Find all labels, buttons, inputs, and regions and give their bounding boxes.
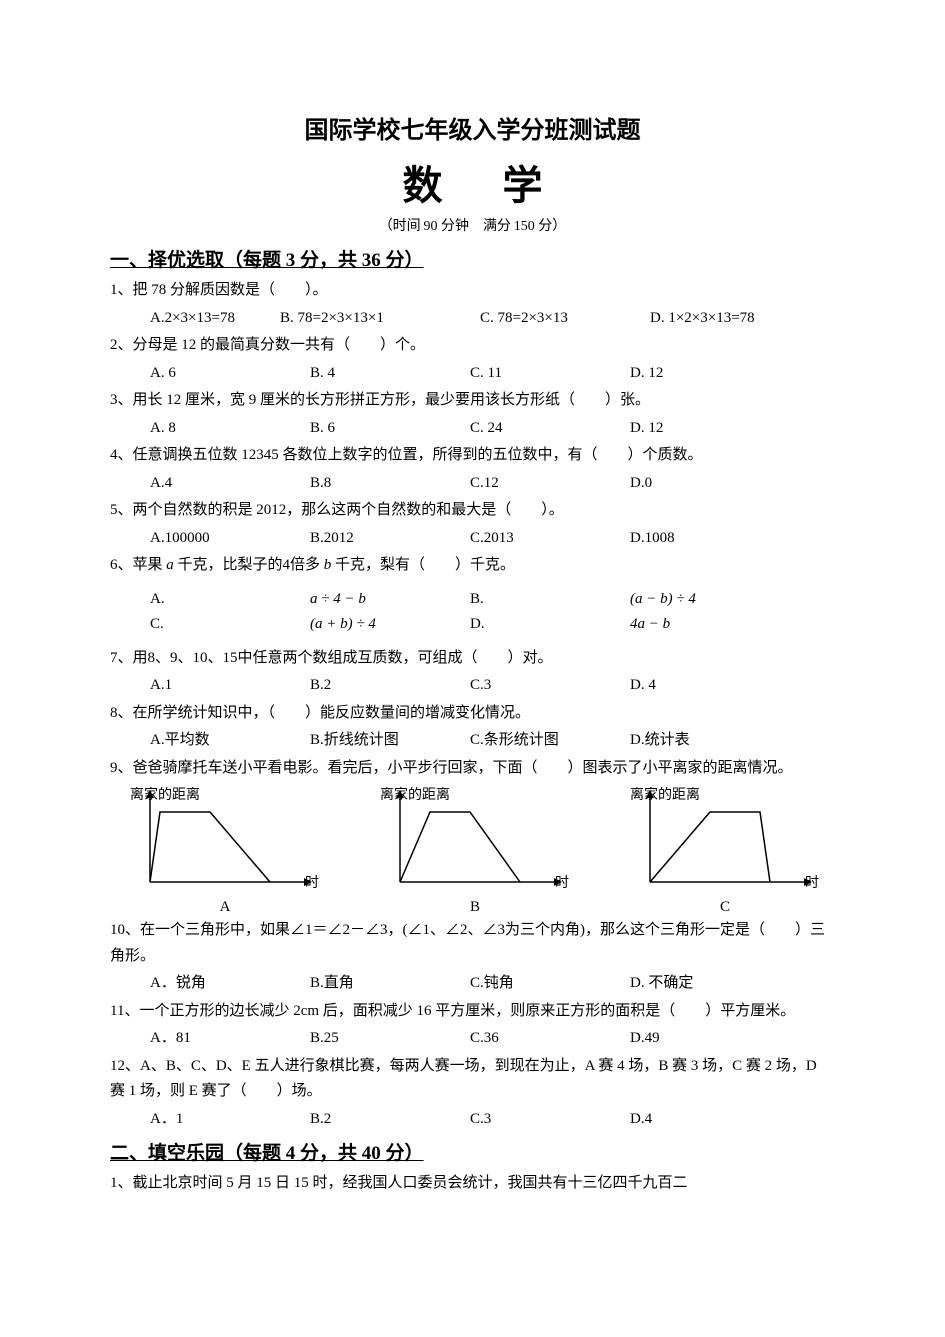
q7-choice-c: C.3 (470, 673, 630, 699)
chart-a-label: A (220, 899, 231, 916)
q4-choice-d: D.0 (630, 471, 790, 497)
q8-choice-b: B.折线统计图 (310, 728, 470, 754)
q1-choice-b: B. 78=2×3×13×1 (280, 306, 480, 332)
q4-choices: A.4 B.8 C.12 D.0 (110, 471, 835, 497)
q6-choice-b: B. (a − b) ÷ 4 (470, 587, 790, 613)
chart-b-xlabel: 时 (555, 875, 569, 891)
q3-choice-b: B. 6 (310, 416, 470, 442)
q11-choice-b: B.25 (310, 1026, 470, 1052)
page-title: 国际学校七年级入学分班测试题 (110, 110, 835, 145)
q6-mid1: 千克，比梨子的4倍多 (174, 557, 324, 573)
q3-choice-d: D. 12 (630, 416, 790, 442)
q7-stem: 7、用8、9、10、15中任意两个数组成互质数，可组成（ ）对。 (110, 646, 835, 672)
q2-choice-d: D. 12 (630, 361, 790, 387)
q11-choice-c: C.36 (470, 1026, 630, 1052)
s2-q1: 1、截止北京时间 5 月 15 日 15 时，经我国人口委员会统计，我国共有十三… (110, 1171, 835, 1197)
chart-a-svg: 离家的距离 时 (130, 787, 320, 897)
q12-choice-a: A．1 (150, 1107, 310, 1133)
q4-choice-b: B.8 (310, 471, 470, 497)
chart-b-svg: 离家的距离 时 (380, 787, 570, 897)
q2-choice-a: A. 6 (150, 361, 310, 387)
chart-b-label: B (470, 899, 480, 916)
q8-choices: A.平均数 B.折线统计图 C.条形统计图 D.统计表 (110, 728, 835, 754)
q10-stem: 10、在一个三角形中，如果∠1＝∠2－∠3，(∠1、∠2、∠3为三个内角)，那么… (110, 918, 835, 969)
q4-choice-a: A.4 (150, 471, 310, 497)
q4-choice-c: C.12 (470, 471, 630, 497)
q11-choice-a: A．81 (150, 1026, 310, 1052)
q10-choice-b: B.直角 (310, 971, 470, 997)
q5-choice-b: B.2012 (310, 526, 470, 552)
chart-c-ylabel: 离家的距离 (630, 787, 700, 803)
q8-stem: 8、在所学统计知识中，（ ）能反应数量间的增减变化情况。 (110, 701, 835, 727)
q2-stem: 2、分母是 12 的最简真分数一共有（ ）个。 (110, 333, 835, 359)
q10-choice-d: D. 不确定 (630, 971, 790, 997)
q12-choice-b: B.2 (310, 1107, 470, 1133)
q5-choice-c: C.2013 (470, 526, 630, 552)
section-1-header: 一、择优选取（每题 3 分，共 36 分） (110, 245, 835, 272)
q8-choice-c: C.条形统计图 (470, 728, 630, 754)
q5-choice-a: A.100000 (150, 526, 310, 552)
q7-choice-d: D. 4 (630, 673, 790, 699)
q10-choices: A．锐角 B.直角 C.钝角 D. 不确定 (110, 971, 835, 997)
q7-choice-a: A.1 (150, 673, 310, 699)
q12-stem: 12、A、B、C、D、E 五人进行象棋比赛，每两人赛一场，到现在为止，A 赛 4… (110, 1054, 835, 1105)
q8-choice-d: D.统计表 (630, 728, 790, 754)
q11-choices: A．81 B.25 C.36 D.49 (110, 1026, 835, 1052)
q9-stem: 9、爸爸骑摩托车送小平看电影。看完后，小平步行回家，下面（ ）图表示了小平离家的… (110, 756, 835, 782)
page-subject: 数学 (110, 153, 835, 211)
q10-choice-c: C.钝角 (470, 971, 630, 997)
q12-choice-c: C.3 (470, 1107, 630, 1133)
q1-choice-a: A.2×3×13=78 (150, 306, 280, 332)
q4-stem: 4、任意调换五位数 12345 各数位上数字的位置，所得到的五位数中，有（ ）个… (110, 443, 835, 469)
q6-choice-d: D. 4a − b (470, 612, 790, 638)
q5-choices: A.100000 B.2012 C.2013 D.1008 (110, 526, 835, 552)
q6-stem: 6、苹果 a 千克，比梨子的4倍多 b 千克，梨有（ ）千克。 (110, 553, 835, 579)
q9-chart-c: 离家的距离 时 C (630, 787, 820, 916)
q12-choice-d: D.4 (630, 1107, 790, 1133)
q1-choice-d: D. 1×2×3×13=78 (650, 306, 780, 332)
q1-choice-c: C. 78=2×3×13 (480, 306, 650, 332)
q11-choice-d: D.49 (630, 1026, 790, 1052)
q2-choices: A. 6 B. 4 C. 11 D. 12 (110, 361, 835, 387)
q5-choice-d: D.1008 (630, 526, 790, 552)
q9-charts: 离家的距离 时 A 离家的距离 时 B 离家的距离 时 C (130, 787, 835, 916)
chart-a-ylabel: 离家的距离 (130, 787, 200, 803)
q6-choice-c: C. (a + b) ÷ 4 (150, 612, 470, 638)
chart-c-label: C (720, 899, 730, 916)
q1-stem: 1、把 78 分解质因数是（ ）。 (110, 278, 835, 304)
q7-choices: A.1 B.2 C.3 D. 4 (110, 673, 835, 699)
q6-mid2: 千克，梨有（ ）千克。 (331, 557, 515, 573)
q11-stem: 11、一个正方形的边长减少 2cm 后，面积减少 16 平方厘米，则原来正方形的… (110, 999, 835, 1025)
chart-c-xlabel: 时 (805, 875, 819, 891)
q3-choice-a: A. 8 (150, 416, 310, 442)
q12-choices: A．1 B.2 C.3 D.4 (110, 1107, 835, 1133)
q9-chart-a: 离家的距离 时 A (130, 787, 320, 916)
q6-var-a: a (166, 557, 174, 573)
q8-choice-a: A.平均数 (150, 728, 310, 754)
chart-b-ylabel: 离家的距离 (380, 787, 450, 803)
q3-choices: A. 8 B. 6 C. 24 D. 12 (110, 416, 835, 442)
q2-choice-b: B. 4 (310, 361, 470, 387)
q10-choice-a: A．锐角 (150, 971, 310, 997)
chart-a-xlabel: 时 (305, 875, 319, 891)
q7-choice-b: B.2 (310, 673, 470, 699)
q6-choice-a: A. a ÷ 4 − b (150, 587, 470, 613)
q3-stem: 3、用长 12 厘米，宽 9 厘米的长方形拼正方形，最少要用该长方形纸（ ）张。 (110, 388, 835, 414)
q6-pre: 6、苹果 (110, 557, 166, 573)
section-2-header: 二、填空乐园（每题 4 分，共 40 分） (110, 1138, 835, 1165)
q5-stem: 5、两个自然数的积是 2012，那么这两个自然数的和最大是（ ）。 (110, 498, 835, 524)
q1-choices: A.2×3×13=78 B. 78=2×3×13×1 C. 78=2×3×13 … (110, 306, 835, 332)
chart-c-svg: 离家的距离 时 (630, 787, 820, 897)
q2-choice-c: C. 11 (470, 361, 630, 387)
time-meta: （时间 90 分钟 满分 150 分） (110, 215, 835, 235)
q3-choice-c: C. 24 (470, 416, 630, 442)
q9-chart-b: 离家的距离 时 B (380, 787, 570, 916)
q6-choices: A. a ÷ 4 − b B. (a − b) ÷ 4 C. (a + b) ÷… (110, 581, 835, 644)
